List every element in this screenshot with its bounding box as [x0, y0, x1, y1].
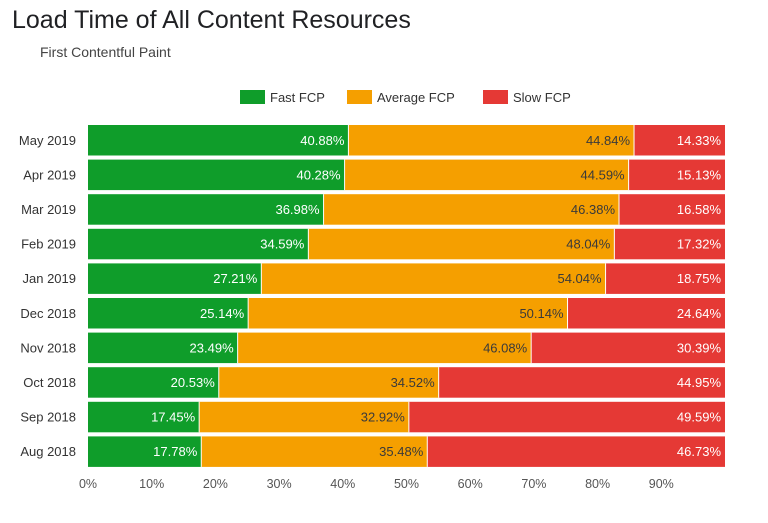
- data-label: 23.49%: [190, 340, 235, 355]
- bar-segment: [88, 263, 262, 294]
- legend-swatch-1: [240, 90, 265, 104]
- data-label: 50.14%: [519, 306, 564, 321]
- chart-subtitle: First Contentful Paint: [40, 44, 171, 60]
- data-label: 44.59%: [581, 167, 626, 182]
- category-label: May 2019: [19, 133, 76, 148]
- bar-segment: [438, 367, 725, 398]
- data-label: 24.64%: [677, 306, 722, 321]
- bar-segment: [427, 436, 725, 467]
- data-label: 18.75%: [677, 271, 722, 286]
- data-label: 34.59%: [260, 237, 305, 252]
- category-label: Feb 2019: [21, 237, 76, 252]
- bar-segment: [308, 228, 615, 260]
- legend-label-1: Fast FCP: [270, 90, 325, 105]
- data-label: 34.52%: [391, 375, 436, 390]
- bar-segment: [88, 298, 249, 329]
- category-label: Mar 2019: [21, 202, 76, 217]
- bar-segment: [218, 367, 439, 398]
- data-label: 35.48%: [379, 444, 424, 459]
- bar-segment: [605, 263, 725, 294]
- bar-segment: [88, 228, 309, 260]
- data-label: 27.21%: [213, 271, 258, 286]
- bar-segment: [88, 401, 200, 433]
- bar-segment: [261, 263, 606, 294]
- x-tick-label: 0%: [79, 477, 97, 491]
- data-label: 14.33%: [677, 133, 722, 148]
- data-label: 46.08%: [483, 340, 528, 355]
- bar-segment: [344, 159, 629, 191]
- bar-segment: [199, 401, 409, 433]
- bar-segment: [531, 332, 725, 364]
- category-label: Jan 2019: [23, 271, 77, 286]
- x-tick-label: 60%: [458, 477, 483, 491]
- category-label: Apr 2019: [23, 167, 76, 182]
- data-label: 36.98%: [275, 202, 320, 217]
- x-tick-label: 80%: [585, 477, 610, 491]
- bar-segment: [88, 125, 349, 156]
- data-label: 17.32%: [677, 237, 722, 252]
- bar-segment: [408, 401, 725, 433]
- x-tick-label: 70%: [521, 477, 546, 491]
- bar-segment: [348, 125, 635, 156]
- data-label: 46.38%: [571, 202, 616, 217]
- data-label: 20.53%: [171, 375, 216, 390]
- x-tick-label: 50%: [394, 477, 419, 491]
- legend-label-3: Slow FCP: [513, 90, 571, 105]
- category-label: Nov 2018: [20, 340, 76, 355]
- data-label: 49.59%: [677, 410, 722, 425]
- bar-segment: [88, 436, 202, 467]
- bar-segment: [88, 159, 345, 191]
- data-label: 44.95%: [677, 375, 722, 390]
- chart-title: Load Time of All Content Resources: [12, 6, 411, 34]
- legend-swatch-2: [347, 90, 372, 104]
- x-tick-label: 40%: [330, 477, 355, 491]
- data-label: 48.04%: [566, 237, 611, 252]
- bar-segment: [634, 125, 725, 156]
- bar-segment: [619, 194, 725, 225]
- bar-segment: [237, 332, 532, 364]
- bar-segment: [614, 228, 725, 260]
- category-label: Sep 2018: [20, 410, 76, 425]
- data-label: 15.13%: [677, 167, 722, 182]
- data-label: 40.88%: [300, 133, 345, 148]
- bar-segment: [323, 194, 620, 225]
- data-label: 54.04%: [557, 271, 602, 286]
- bar-segment: [88, 367, 219, 398]
- category-label: Oct 2018: [23, 375, 76, 390]
- category-label: Aug 2018: [20, 444, 76, 459]
- legend-label-2: Average FCP: [377, 90, 455, 105]
- data-label: 32.92%: [361, 410, 406, 425]
- x-tick-label: 20%: [203, 477, 228, 491]
- category-label: Dec 2018: [20, 306, 76, 321]
- x-tick-label: 90%: [649, 477, 674, 491]
- data-label: 17.45%: [151, 410, 196, 425]
- data-label: 46.73%: [677, 444, 722, 459]
- data-label: 30.39%: [677, 340, 722, 355]
- bar-segment: [248, 298, 568, 329]
- data-label: 40.28%: [296, 167, 341, 182]
- bar-segment: [201, 436, 428, 467]
- bar-segment: [88, 194, 324, 225]
- data-label: 16.58%: [677, 202, 722, 217]
- bar-segment: [567, 298, 725, 329]
- x-tick-label: 30%: [267, 477, 292, 491]
- bar-segment: [88, 332, 238, 364]
- bar-segment: [628, 159, 725, 191]
- data-label: 44.84%: [586, 133, 631, 148]
- x-tick-label: 10%: [139, 477, 164, 491]
- legend-swatch-3: [483, 90, 508, 104]
- data-label: 25.14%: [200, 306, 245, 321]
- data-label: 17.78%: [153, 444, 198, 459]
